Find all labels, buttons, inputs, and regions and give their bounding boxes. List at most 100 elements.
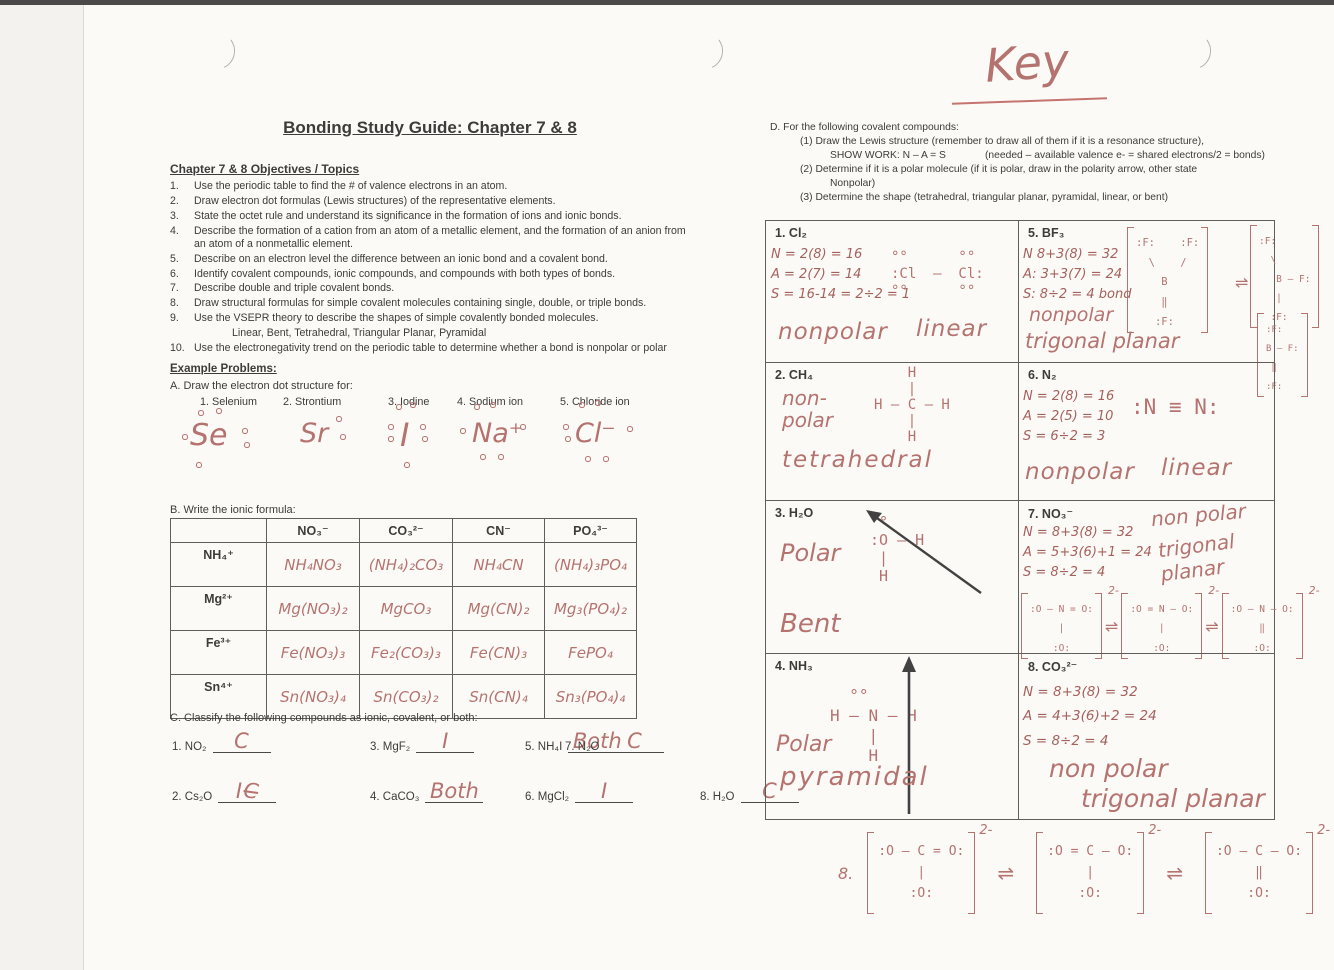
formula-answer: Sn(NO₃)₄	[266, 674, 360, 719]
shape-answer: trigonal planar	[1025, 329, 1180, 353]
electron-dots	[216, 408, 222, 414]
examples-heading: Example Problems:	[170, 363, 277, 375]
resonance-structure: :O – N = O: | :O: 2-	[1021, 584, 1119, 660]
objective-item: 1. Use the periodic table to find the # o…	[170, 180, 508, 192]
staple-mark	[1192, 33, 1213, 71]
section-d-line2: (2) Determine if it is a polar molecule …	[800, 164, 1198, 175]
crossed-out-answer: C	[242, 778, 261, 804]
problem-cell-co3: 8. CO₃²⁻ N = 8+3(8) = 32 A = 4+3(6)+2 = …	[1018, 653, 1275, 820]
resonance-arrow: ⇌	[1205, 616, 1219, 636]
polarity-answer: nonpolar	[1029, 304, 1114, 326]
electron-dots	[396, 404, 402, 410]
table-row: NH₄⁺ NH₄NO₃ (NH₄)₂CO₃ NH₄CN (NH₄)₃PO₄	[170, 542, 637, 587]
corner-cell	[170, 518, 267, 543]
resonance-arrow: ⇌	[997, 861, 1015, 886]
resonance-arrow: ⇌	[1235, 273, 1249, 292]
answer-blank: Both	[425, 781, 484, 803]
row-ion: Sn⁴⁺	[170, 674, 267, 719]
electron-dots	[498, 454, 504, 460]
row-ion: NH₄⁺	[170, 542, 267, 587]
key-underline	[952, 97, 1107, 105]
polarity-answer: Polar	[780, 539, 841, 567]
key-label: Key	[983, 33, 1071, 93]
show-work: N 8+3(8) = 32 A: 3+3(7) = 24 S: 8÷2 = 4 …	[1023, 247, 1132, 303]
problem-formula: Cl₂	[788, 226, 807, 240]
formula-answer: Sn(CO₃)₂	[359, 674, 453, 719]
resonance-structure: :F: :F: \ / B ‖ :F:	[1127, 227, 1209, 334]
formula-answer: Sn₃(PO₄)₄	[544, 674, 637, 719]
objective-item: 4. Describe the formation of a cation fro…	[170, 224, 686, 250]
problem-formula: CO₃²⁻	[1041, 660, 1078, 674]
formula-answer: Fe(NO₃)₃	[266, 630, 360, 675]
polarity-answer: non polar	[1150, 498, 1247, 532]
resonance-arrow: ⇌	[1104, 616, 1119, 636]
charge-label: 2-	[1148, 823, 1162, 838]
show-work: N = 2(8) = 16 A = 2(5) = 10 S = 6÷2 = 3	[1023, 389, 1115, 445]
table-row: Mg²⁺ Mg(NO₃)₂ MgCO₃ Mg(CN)₂ Mg₃(PO₄)₂	[170, 586, 637, 631]
objective-item: 8. Draw structural formulas for simple co…	[170, 297, 647, 310]
show-work: N = 8+3(8) = 32 A = 4+3(6)+2 = 24 S = 8÷…	[1023, 684, 1157, 749]
classify-item: 7. N₂O C	[565, 731, 664, 753]
problem-cell-ch4: 2. CH₄ non- polar H | H – C – H | H tetr…	[765, 362, 1019, 501]
resonance-structure: :O – C – O: ‖ :O: 2-	[1204, 823, 1330, 915]
electron-dots	[460, 428, 466, 434]
resonance-structure: :O – C = O: | :O: 2-	[867, 823, 992, 915]
electron-dots	[595, 400, 601, 406]
row-ion: Mg²⁺	[170, 586, 267, 631]
answer-blank: IC	[218, 778, 277, 804]
problem-number: 8.	[838, 863, 854, 883]
column-header: NO₃⁻	[266, 518, 360, 543]
problem-label: 2. Strontium	[283, 396, 342, 408]
problem-cell-nh3: 4. NH₃ °° H – N – H | H Polar pyramidal	[765, 653, 1019, 820]
resonance-structure: :F: \ B – F: | :F:	[1250, 225, 1320, 328]
lewis-structure: °° H – N – H | H	[830, 686, 917, 765]
electron-dots	[404, 462, 410, 468]
problem-cell-no3: 7. NO₃⁻ N = 8+3(8) = 32 A = 5+3(6)+1 = 2…	[1018, 498, 1320, 660]
problem-label: 5. Chloride ion	[560, 396, 630, 408]
problem-number: 6.	[1028, 368, 1039, 382]
polarity-answer: non- polar	[782, 386, 833, 432]
electron-dot-structure: Cl⁻	[563, 400, 633, 462]
objective-item: 3. State the octet rule and understand it…	[170, 209, 622, 222]
formula-answer: Fe(CN)₃	[452, 630, 545, 675]
polarity-answer: nonpolar	[1025, 459, 1135, 485]
answer-blank: I	[575, 781, 634, 803]
electron-dot-structure: I	[388, 402, 428, 468]
lewis-structure: °° °° :Cl – Cl: °° °°	[891, 249, 984, 299]
column-header: PO₄³⁻	[544, 518, 637, 543]
electron-dots	[603, 456, 609, 462]
electron-dot-structure: Se	[182, 408, 250, 468]
lewis-structure: °° :O – H | H	[870, 513, 925, 585]
objective-item: 7. Describe double and triple covalent bo…	[170, 282, 395, 295]
resonance-structure: :O – N – O: ‖ :O: 2-	[1221, 584, 1320, 660]
electron-dots	[520, 424, 526, 430]
shape-answer: Bent	[780, 609, 841, 639]
shape-answer: pyramidal	[780, 762, 929, 792]
table-row: Fe³⁺ Fe(NO₃)₃ Fe₂(CO₃)₃ Fe(CN)₃ FePO₄	[170, 630, 637, 675]
answer-blank: Both	[568, 731, 627, 753]
shape-answer: trigonal planar	[1081, 784, 1265, 813]
problem-cell-cl2: 1. Cl₂ N = 2(8) = 16 A = 2(7) = 14 S = 1…	[765, 220, 1019, 363]
objectives-heading: Chapter 7 & 8 Objectives / Topics	[170, 162, 360, 176]
shape-answer: linear	[916, 316, 988, 342]
electron-dots	[585, 456, 591, 462]
classify-item: 4. CaCO₃ Both	[370, 781, 484, 803]
electron-dots	[490, 402, 496, 408]
problem-number: 2.	[775, 368, 786, 382]
formula-answer: FePO₄	[544, 630, 637, 675]
co3-resonance-row: 8. :O – C = O: | :O: 2- ⇌ :O = C – O: | :…	[838, 823, 1330, 915]
polarity-answer: non polar	[1049, 754, 1168, 783]
charge-label: 2-	[1107, 584, 1119, 597]
formula-answer: NH₄NO₃	[266, 542, 360, 587]
section-d-intro: D. For the following covalent compounds:	[770, 122, 959, 133]
column-header: CO₃²⁻	[359, 518, 453, 543]
problem-label: 3. Iodine	[388, 396, 430, 408]
objectives-list: 1. Use the periodic table to find the # o…	[170, 180, 697, 357]
shape-answer: tetrahedral	[782, 447, 934, 473]
problem-number: 8.	[1028, 660, 1039, 674]
electron-dot-structure: Na⁺	[460, 402, 526, 460]
formula-answer: Mg₃(PO₄)₂	[544, 586, 637, 631]
polarity-answer: Polar	[776, 732, 832, 757]
electron-dots	[474, 404, 480, 410]
